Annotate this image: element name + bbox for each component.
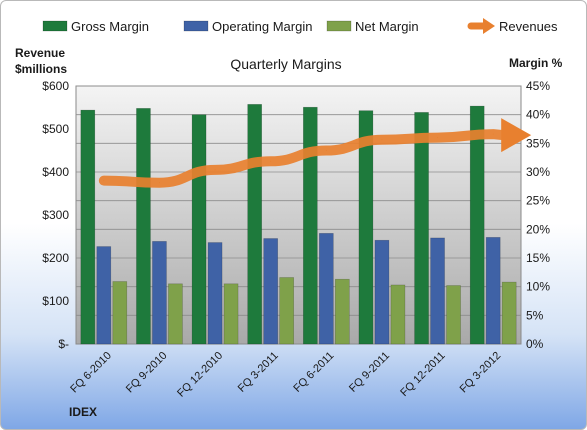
revenues-point [270, 160, 272, 162]
y-right-tick-label: 30% [526, 165, 550, 179]
legend-label-net-margin: Net Margin [355, 19, 419, 34]
legend: Gross Margin Operating Margin Net Margin Re… [42, 18, 558, 34]
y-right-tick-label: 45% [526, 79, 550, 93]
y-left-tick-label: $600 [42, 79, 69, 93]
legend-label-operating-margin: Operating Margin [212, 19, 312, 34]
gross-margin-bar [191, 114, 207, 345]
y-left-tick-label: $300 [42, 208, 69, 222]
legend-arrow-revenues [483, 18, 495, 34]
net-margin-bar [223, 283, 239, 345]
operating-margin-bar [207, 242, 223, 345]
operating-margin-bar [263, 238, 278, 345]
operating-margin-bar [319, 233, 334, 345]
x-tick-label: FQ 12-2010 [175, 350, 225, 400]
y-left-tick-label: $100 [42, 294, 69, 308]
x-tick-label: FQ 9-2011 [347, 350, 392, 395]
revenues-point [158, 182, 160, 184]
y-left-axis-label-line1: Revenue [15, 46, 65, 60]
revenues-point [103, 180, 105, 182]
revenues-point [437, 137, 439, 139]
legend-label-revenues: Revenues [499, 19, 558, 34]
operating-margin-bar [374, 239, 390, 345]
x-tick-label: FQ 3-2011 [236, 350, 281, 395]
y-right-tick-label: 20% [526, 222, 550, 236]
net-margin-bar [279, 277, 294, 345]
operating-margin-bar [485, 237, 501, 345]
legend-label-gross-margin: Gross Margin [71, 19, 149, 34]
gross-margin-bar [303, 106, 318, 345]
y-right-tick-label: 15% [526, 251, 550, 265]
net-margin-bar [335, 278, 350, 345]
chart-title: Quarterly Margins [230, 56, 341, 72]
y-right-tick-label: 10% [526, 280, 550, 294]
net-margin-bar [390, 284, 406, 345]
y-left-tick-label: $500 [42, 122, 69, 136]
legend-swatch-gross-margin [42, 20, 68, 32]
x-tick-label: FQ 6-2011 [291, 350, 336, 395]
x-tick-label: FQ 3-2012 [458, 350, 504, 396]
net-margin-bar [112, 281, 128, 345]
y-right-tick-label: 40% [526, 108, 550, 122]
gross-margin-bar [136, 108, 151, 345]
x-tick-label: FQ 9-2010 [124, 350, 170, 396]
x-tick-label: FQ 6-2010 [68, 350, 114, 396]
gross-margin-bar [358, 110, 374, 345]
revenues-line [98, 129, 509, 188]
x-tick-label: FQ 12-2011 [398, 350, 447, 399]
net-margin-bar [446, 285, 461, 345]
revenues-arrowhead [501, 118, 532, 153]
revenue-line [98, 118, 532, 188]
revenues-point [214, 169, 216, 171]
legend-swatch-operating-margin [183, 20, 209, 32]
net-margin-bar [168, 283, 183, 345]
footer-ticker: IDEX [69, 405, 97, 419]
gross-margin-bar [80, 109, 96, 345]
revenues-point [325, 150, 327, 151]
y-right-axis-label: Margin % [509, 56, 563, 70]
operating-margin-bar [96, 246, 112, 345]
y-left-tick-label: $200 [42, 251, 69, 265]
gross-margin-bar [247, 104, 262, 345]
operating-margin-bar [430, 237, 445, 345]
y-right-tick-label: 25% [526, 194, 550, 208]
y-right-tick-label: 5% [526, 308, 544, 322]
y-right-tick-label: 0% [526, 337, 544, 351]
gross-margin-bar [469, 105, 485, 345]
y-left-tick-label: $- [58, 337, 69, 351]
y-left-axis-label-line2: $millions [15, 62, 67, 76]
y-left-tick-label: $400 [42, 165, 69, 179]
legend-swatch-net-margin [326, 20, 352, 32]
gross-margin-bar [414, 112, 429, 345]
revenues-point [492, 133, 494, 135]
operating-margin-bar [152, 241, 167, 345]
y-right-tick-label: 35% [526, 136, 550, 150]
net-margin-bar [501, 281, 517, 345]
revenues-point [381, 139, 383, 141]
